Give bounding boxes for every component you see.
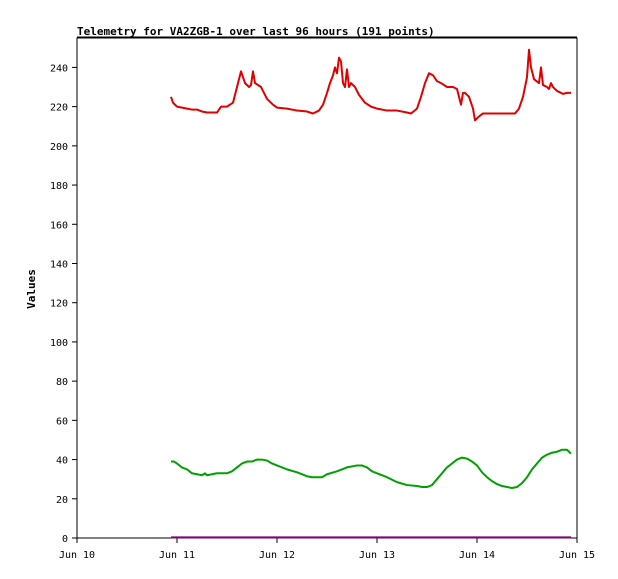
y-tick-label: 140 [50,259,68,270]
x-tick-label: Jun 12 [259,550,295,561]
y-axis-label: Values [25,269,38,309]
series-layer [170,48,572,539]
y-axis: 0 20 40 60 80 100 120 140 160 180 200 220 240 [50,63,77,545]
chart-title: Telemetry for VA2ZGB-1 over last 96 hour… [77,25,435,38]
y-tick-label: 20 [56,495,68,506]
y-tick-label: 120 [50,299,68,310]
y-tick-label: 80 [56,377,68,388]
x-tick-label: Jun 10 [59,550,95,561]
y-tick-label: 0 [62,534,68,545]
series-line-1 [170,48,571,122]
x-tick-label: Jun 11 [159,550,195,561]
y-tick-label: 180 [50,181,68,192]
y-tick-label: 40 [56,456,68,467]
y-tick-label: 220 [50,103,68,114]
y-tick-label: 160 [50,220,68,231]
y-tick-label: 60 [56,416,68,427]
x-tick-label: Jun 14 [459,550,495,561]
x-tick-label: Jun 13 [359,550,395,561]
y-tick-label: 200 [50,142,68,153]
series-line-2 [171,448,572,489]
y-tick-label: 240 [50,63,68,74]
y-tick-label: 100 [50,338,68,349]
x-axis: Jun 10 Jun 11 Jun 12 Jun 13 Jun 14 Jun 15 [59,538,595,561]
x-tick-label: Jun 15 [559,550,595,561]
